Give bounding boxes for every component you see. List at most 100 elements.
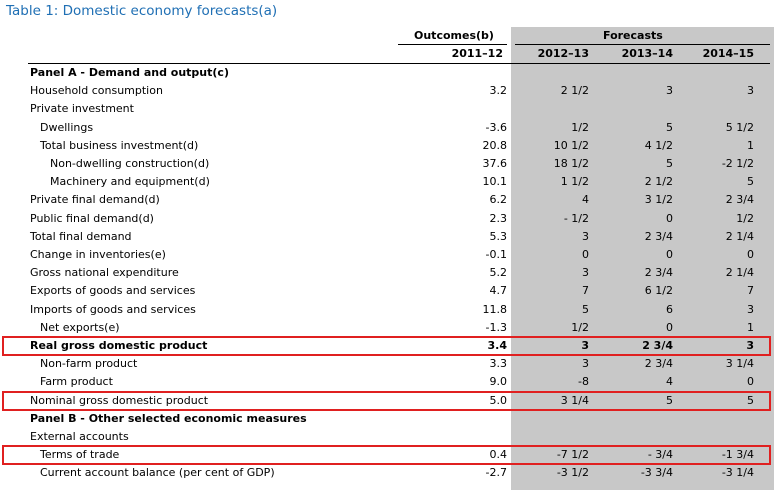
row-value: 1 xyxy=(747,138,754,152)
row-value: 3 xyxy=(747,302,754,316)
row-value: 0 xyxy=(582,248,589,261)
row-value: 2 1/4 xyxy=(725,229,754,243)
row-label: Panel B - Other selected economic measur… xyxy=(30,411,307,425)
row-value: 0 xyxy=(747,375,754,389)
row-value: 5 xyxy=(582,302,589,316)
row-value: 1 xyxy=(747,320,754,334)
year-header-2014-15: 2014–15 xyxy=(702,47,754,60)
year-header-2012-13: 2012–13 xyxy=(537,47,589,60)
row-label: Machinery and equipment(d) xyxy=(50,175,210,189)
row-label: Public final demand(d) xyxy=(30,211,154,225)
row-value: 5.3 xyxy=(489,229,508,243)
row-value: 0 xyxy=(666,248,673,261)
highlight-box xyxy=(2,390,771,411)
row-value: 5.2 xyxy=(489,266,508,280)
row-value: 3 xyxy=(581,339,589,352)
row-value: -1.3 xyxy=(485,320,507,334)
row-label: Net exports(e) xyxy=(40,320,120,334)
row-value: -7 1/2 xyxy=(556,448,589,462)
row-value: 0 xyxy=(666,320,673,334)
row-value: 6 xyxy=(666,302,673,316)
row-label: Dwellings xyxy=(40,120,94,134)
row-value: 3.3 xyxy=(489,357,508,371)
row-value: 3 xyxy=(582,357,589,371)
row-label: Nominal gross domestic product xyxy=(30,393,209,407)
row-label: Gross national expenditure xyxy=(30,266,179,280)
row-label: Private final demand(d) xyxy=(30,193,160,207)
row-value: 5 xyxy=(747,175,754,189)
row-value: 5.0 xyxy=(489,393,508,407)
row-value: 3.4 xyxy=(487,339,508,352)
header-rule-outcomes xyxy=(398,44,507,45)
row-value: 5 xyxy=(747,393,754,407)
header-bottom-rule xyxy=(28,63,770,64)
row-value: 20.8 xyxy=(482,138,508,152)
year-header-2011-12: 2011–12 xyxy=(451,47,503,60)
row-value: 2 1/2 xyxy=(560,84,589,98)
row-value: 1/2 xyxy=(571,320,589,334)
row-value: 2 3/4 xyxy=(642,339,673,352)
row-label: Household consumption xyxy=(30,84,163,98)
row-value: -1 3/4 xyxy=(721,448,754,462)
row-label: Terms of trade xyxy=(40,448,120,462)
row-value: -3 1/2 xyxy=(556,466,589,480)
row-value: 2 3/4 xyxy=(644,229,673,243)
row-value: 0.4 xyxy=(489,448,508,462)
row-value: 2 3/4 xyxy=(725,193,754,207)
header-rule-forecasts xyxy=(515,44,770,45)
row-value: 10 1/2 xyxy=(553,138,589,152)
highlight-box xyxy=(2,336,771,356)
row-label: External accounts xyxy=(30,430,129,443)
row-value: 10.1 xyxy=(482,175,508,189)
row-value: 0 xyxy=(747,248,754,261)
row-value: 7 xyxy=(747,284,754,298)
row-label: Imports of goods and services xyxy=(30,302,196,316)
row-value: 1 1/2 xyxy=(560,175,589,189)
row-value: 3 1/2 xyxy=(644,193,673,207)
row-value: 3 xyxy=(747,84,754,98)
row-label: Non-dwelling construction(d) xyxy=(50,157,210,170)
row-value: 18 1/2 xyxy=(553,157,589,170)
row-value: 1/2 xyxy=(571,120,589,134)
row-value: -2 1/2 xyxy=(721,157,754,170)
row-value: 3 1/4 xyxy=(560,393,589,407)
row-label: Change in inventories(e) xyxy=(30,248,166,261)
row-value: 5 xyxy=(666,393,673,407)
row-value: - 3/4 xyxy=(647,448,673,462)
row-value: 37.6 xyxy=(482,157,508,170)
row-value: 4 xyxy=(582,193,589,207)
row-value: -0.1 xyxy=(485,248,507,261)
row-value: 3 xyxy=(582,229,589,243)
row-value: 0 xyxy=(666,211,673,225)
row-label: Current account balance (per cent of GDP… xyxy=(40,466,275,480)
row-value: 3 1/4 xyxy=(725,357,754,371)
row-label: Real gross domestic product xyxy=(30,339,208,352)
row-label: Non-farm product xyxy=(40,357,138,371)
forecast-shading xyxy=(511,27,774,490)
row-label: Total final demand xyxy=(30,229,132,243)
row-value: 2 3/4 xyxy=(644,357,673,371)
row-value: 2.3 xyxy=(489,211,508,225)
row-label: Panel A - Demand and output(c) xyxy=(30,66,229,79)
row-label: Exports of goods and services xyxy=(30,284,196,298)
row-value: 3.2 xyxy=(489,84,508,98)
outcomes-header: Outcomes(b) xyxy=(414,29,494,42)
row-value: 4 1/2 xyxy=(644,138,673,152)
row-value: 6 1/2 xyxy=(644,284,673,298)
row-value: 9.0 xyxy=(489,375,508,389)
row-value: 2 3/4 xyxy=(644,266,673,280)
row-value: 2 1/4 xyxy=(725,266,754,280)
highlight-box xyxy=(2,445,771,466)
row-label: Total business investment(d) xyxy=(40,138,199,152)
row-value: 5 1/2 xyxy=(725,120,754,134)
row-value: -8 xyxy=(578,375,589,389)
row-value: -2.7 xyxy=(485,466,507,480)
row-value: 3 xyxy=(666,84,673,98)
row-label: Farm product xyxy=(40,375,113,389)
row-value: 2 1/2 xyxy=(644,175,673,189)
year-header-2013-14: 2013–14 xyxy=(621,47,673,60)
row-value: -3 1/4 xyxy=(721,466,754,480)
row-value: 1/2 xyxy=(736,211,754,225)
row-value: - 1/2 xyxy=(563,211,589,225)
row-value: 11.8 xyxy=(482,302,508,316)
